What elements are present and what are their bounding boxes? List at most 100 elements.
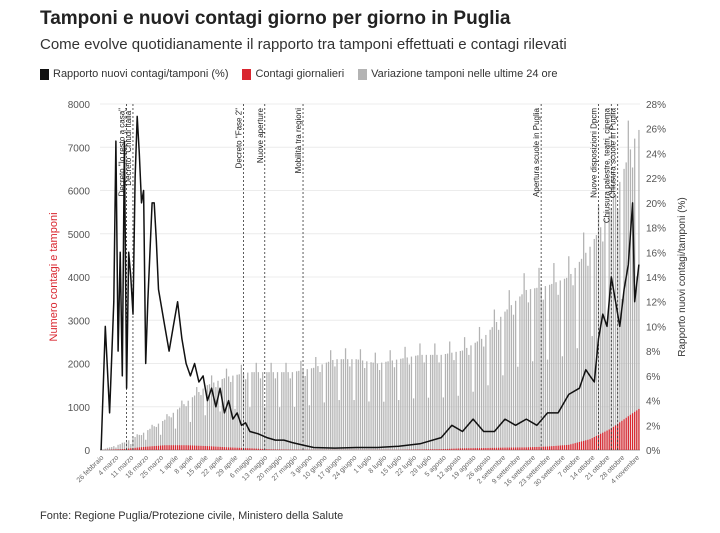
cases-bar [236,447,238,450]
tests-bar [483,346,485,450]
cases-bar [500,447,502,450]
tests-bar [398,400,400,450]
cases-bar [591,438,593,450]
tests-bar [179,407,181,450]
tests-bar [285,362,287,450]
cases-bar [521,447,523,450]
tests-bar [487,385,489,450]
tests-bar [436,354,438,450]
tests-bar [368,401,370,450]
tests-bar [532,361,534,450]
cases-bar [523,447,525,450]
tests-bar [270,362,272,450]
tests-bar [576,348,578,450]
cases-bar [536,446,538,450]
cases-bar [219,446,221,450]
tests-bar [468,354,470,450]
tests-bar [389,350,391,450]
tests-bar [408,364,410,450]
cases-bar [600,433,602,450]
cases-bar [432,449,434,450]
cases-bar [249,448,251,450]
cases-bar [244,448,247,450]
cases-bar [176,445,179,450]
cases-bar [455,448,457,450]
tests-bar [627,120,629,450]
cases-bar [570,444,572,450]
cases-bar [585,440,587,450]
tests-bar [164,419,166,450]
tests-bar [391,360,393,450]
cases-bar [595,435,598,450]
tests-bar [147,430,149,450]
cases-bar [221,447,223,450]
cases-bar [497,447,500,450]
tests-bar [491,327,493,450]
tests-bar [353,400,355,450]
cases-bar [438,449,440,450]
tests-bar [525,289,527,450]
cases-bar [217,446,219,450]
cases-bar [113,449,115,450]
cases-bar [200,445,202,450]
cases-bar [474,448,476,450]
tests-bar [221,379,223,450]
cases-bar [206,446,208,450]
tests-bar [215,387,217,450]
cases-bar [208,446,211,450]
cases-bar [538,446,540,450]
tests-bar [508,290,510,450]
cases-bar [593,437,595,450]
tests-bar [361,360,364,450]
tests-bar [542,299,544,450]
tests-bar [381,362,383,450]
cases-bar [544,446,547,450]
tests-bar [514,300,517,450]
tests-bar [402,358,404,450]
cases-bar [478,448,481,450]
annotation-label: Decreto "Fase 2" [235,108,244,169]
tests-bar [213,382,215,450]
cases-bar [559,445,561,450]
cases-bar [549,446,551,450]
annotation-label: Chiusura scuole in Puglia [609,107,618,198]
cases-bar [157,445,160,450]
tests-bar [223,378,226,450]
tests-bar [376,363,379,450]
cases-bar [272,449,274,450]
tests-bar [623,168,625,450]
tests-bar [313,367,315,450]
cases-bar [502,447,504,450]
tests-bar [149,428,151,450]
tests-bar [440,354,442,450]
cases-bar [510,447,513,450]
cases-bar [451,448,453,450]
cases-bar [421,449,423,450]
tests-bar [327,361,330,450]
cases-bar [527,447,530,450]
annotation-label: Nuove disposizioni Dpcm [590,108,599,198]
tests-bar [638,129,640,450]
tests-bar [321,364,323,450]
cases-bar [572,443,574,450]
tests-bar [119,444,121,450]
cases-bar [130,448,132,450]
cases-bar [619,422,621,450]
tests-bar [421,354,423,450]
tests-bar [385,361,387,450]
cases-bar [576,442,578,450]
tests-bar [512,314,515,450]
tests-bar [602,241,604,450]
cases-bar [532,447,534,450]
cases-bar [529,447,532,450]
cases-bar [262,448,264,450]
cases-bar [210,446,213,450]
tests-bar [338,400,340,450]
tests-bar [208,384,211,450]
tests-bar [176,409,179,450]
tests-bar [336,359,338,450]
tests-bar [157,423,160,450]
y2-tick-label: 2% [646,421,661,432]
tests-bar [138,434,140,450]
y2-tick-label: 20% [646,199,666,210]
